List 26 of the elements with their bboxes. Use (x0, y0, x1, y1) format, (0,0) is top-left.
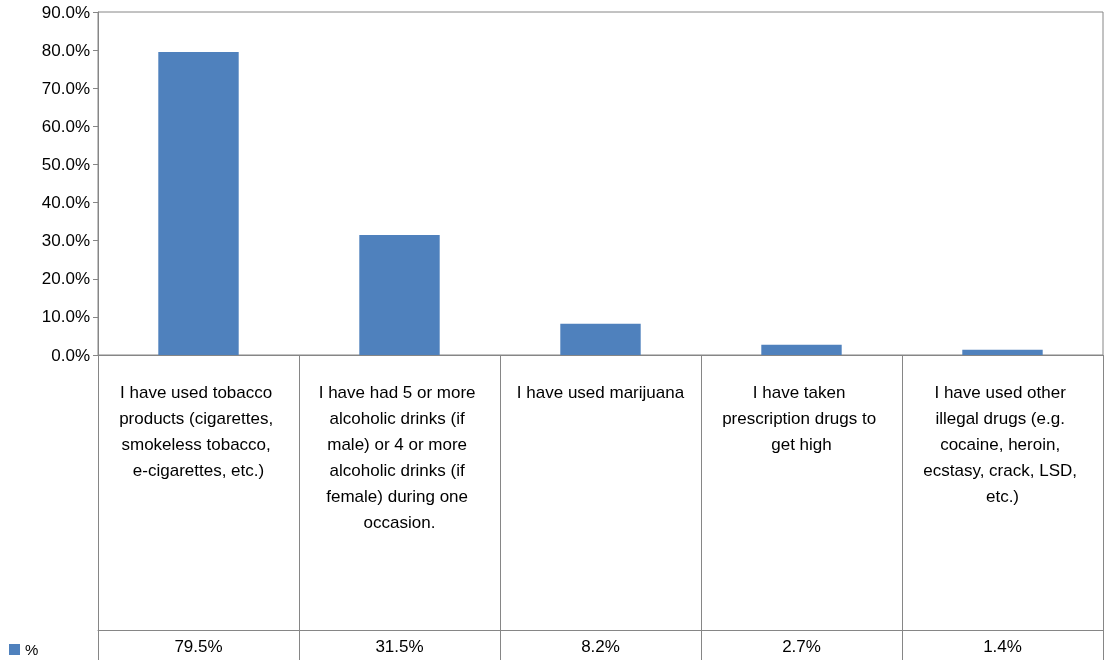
bar (359, 234, 440, 355)
bar (560, 323, 641, 355)
y-tick-label: 0.0% (51, 345, 90, 365)
y-tick-label: 40.0% (41, 193, 90, 213)
y-tick-label: 30.0% (41, 231, 90, 251)
y-tick-label: 80.0% (41, 40, 90, 60)
y-tick-label: 20.0% (41, 269, 90, 289)
data-label: 79.5% (174, 637, 223, 656)
y-tick-label: 70.0% (41, 78, 90, 98)
y-tick-label: 60.0% (41, 116, 90, 136)
y-tick-label: 90.0% (41, 2, 90, 22)
bar (158, 52, 239, 355)
data-label: 2.7% (782, 637, 821, 656)
x-tick-label: I have used marijuana (516, 382, 685, 402)
bar (962, 349, 1043, 355)
x-tick-label: I have taken prescription drugs to get high (722, 382, 881, 454)
x-tick-label: I have had 5 or more alcoholic drinks (if male) or 4 or more alcoholic drinks (if female) during one occasion. (318, 382, 481, 532)
data-label: 1.4% (983, 637, 1022, 656)
data-label: 8.2% (581, 637, 620, 656)
x-tick-label: I have used tobacco products (cigarettes, smokeless tobacco, e-cigarettes, etc.) (119, 382, 278, 480)
legend-label: % (25, 641, 39, 658)
y-tick-label: 50.0% (41, 154, 90, 174)
y-tick-label: 10.0% (41, 307, 90, 327)
data-label: 31.5% (375, 637, 424, 656)
bar (761, 344, 842, 355)
x-tick-label: I have used other illegal drugs (e.g. cocaine, heroin, ecstasy, crack, LSD, etc.) (923, 382, 1082, 506)
